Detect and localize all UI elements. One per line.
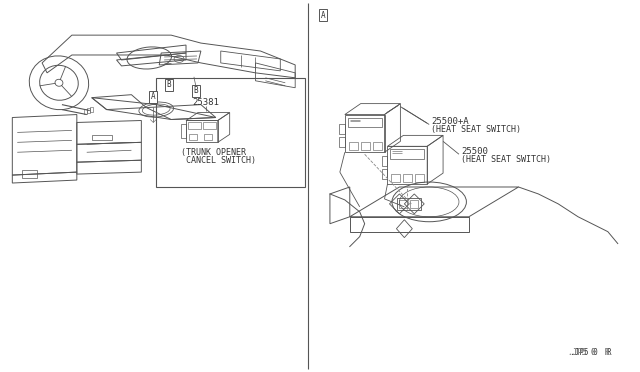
Bar	[22, 170, 37, 178]
Bar	[90, 107, 93, 112]
Text: B: B	[194, 86, 198, 95]
Bar	[361, 142, 370, 150]
Text: .JP5 0  R: .JP5 0 R	[570, 348, 612, 357]
Text: .JP5 0  R: .JP5 0 R	[568, 348, 610, 357]
Text: (HEAT SEAT SWITCH): (HEAT SEAT SWITCH)	[461, 155, 551, 164]
Text: A: A	[321, 11, 325, 20]
Bar	[345, 115, 385, 152]
Text: 25381: 25381	[193, 98, 220, 107]
Text: B: B	[167, 80, 172, 89]
Bar	[189, 134, 197, 140]
Text: (HEAT SEAT SWITCH): (HEAT SEAT SWITCH)	[431, 125, 521, 134]
Bar	[415, 174, 424, 182]
Text: A: A	[151, 92, 156, 101]
Text: 25500+A: 25500+A	[431, 117, 468, 126]
Bar	[156, 78, 305, 187]
Bar	[203, 122, 216, 129]
Bar	[372, 142, 381, 150]
Bar	[397, 198, 421, 210]
Bar	[84, 109, 87, 113]
Bar	[392, 174, 401, 182]
Bar	[87, 108, 90, 113]
Bar	[403, 174, 412, 182]
Bar	[186, 121, 218, 142]
Bar	[92, 135, 111, 140]
Bar	[204, 134, 212, 140]
Bar	[387, 146, 427, 184]
Text: .JP5 0  R: .JP5 0 R	[568, 348, 610, 357]
Text: (TRUNK OPENER: (TRUNK OPENER	[181, 148, 246, 157]
Text: 25500: 25500	[461, 147, 488, 156]
Text: CANCEL SWITCH): CANCEL SWITCH)	[186, 156, 256, 165]
Bar	[348, 118, 381, 128]
Bar	[349, 142, 358, 150]
Bar	[399, 200, 407, 208]
Bar	[410, 200, 419, 208]
Bar	[390, 149, 424, 159]
Bar	[188, 122, 201, 129]
